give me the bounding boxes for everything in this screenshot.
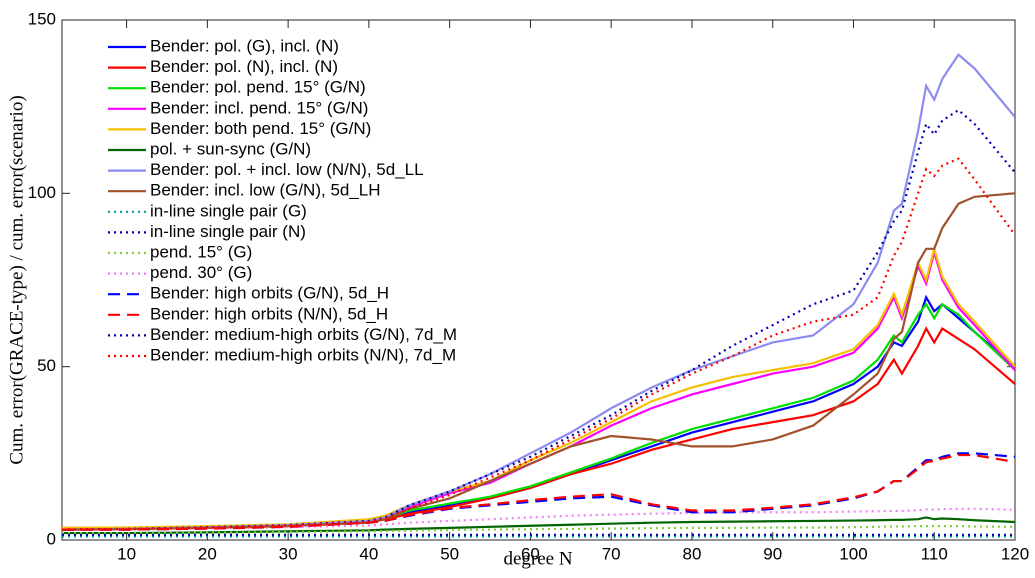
series-line — [62, 244, 1015, 529]
legend-label: Bender: pol. + incl. low (N/N), 5d_LL — [150, 160, 424, 179]
legend-label: Bender: pol. (G), incl. (N) — [150, 36, 339, 55]
legend-label: Bender: medium-high orbits (G/N), 7d_M — [150, 325, 457, 344]
y-tick-label: 100 — [28, 183, 56, 202]
legend-label: Bender: medium-high orbits (N/N), 7d_M — [150, 345, 456, 364]
series-line — [62, 53, 1015, 531]
x-tick-label: 20 — [198, 544, 217, 563]
legend-label: Bender: both pend. 15° (G/N) — [150, 119, 371, 138]
series-group — [62, 53, 1015, 538]
legend-label: pend. 15° (G) — [150, 242, 252, 261]
series-line — [62, 157, 1015, 531]
y-tick-label: 0 — [47, 529, 56, 548]
x-tick-label: 110 — [921, 544, 948, 563]
x-tick-label: 120 — [1001, 544, 1029, 563]
x-tick-label: 90 — [763, 544, 782, 563]
x-tick-label: 40 — [359, 544, 378, 563]
x-tick-label: 60 — [521, 544, 540, 563]
legend-label: Bender: incl. pend. 15° (G/N) — [150, 98, 368, 117]
x-tick-label: 50 — [440, 544, 459, 563]
legend-label: Bender: high orbits (G/N), 5d_H — [150, 284, 389, 303]
y-axis-label: Cum. error(GRACE-type) / cum. error(scen… — [6, 95, 27, 464]
legend-label: in-line single pair (G) — [150, 201, 307, 220]
x-axis-label: degree N — [503, 548, 572, 569]
legend-label: Bender: pol. pend. 15° (G/N) — [150, 78, 366, 97]
y-tick-label: 150 — [28, 9, 56, 28]
series-line — [62, 516, 1015, 535]
legend-label: pol. + sun-sync (G/N) — [150, 139, 311, 158]
legend-label: pend. 30° (G) — [150, 263, 252, 282]
legend-label: in-line single pair (N) — [150, 222, 306, 241]
x-tick-label: 80 — [682, 544, 701, 563]
legend-label: Bender: pol. (N), incl. (N) — [150, 57, 338, 76]
plot-area — [61, 19, 1016, 541]
legend-label: Bender: incl. low (G/N), 5d_LH — [150, 181, 381, 200]
x-tick-label: 30 — [279, 544, 298, 563]
legend-label: Bender: high orbits (N/N), 5d_H — [150, 304, 388, 323]
x-tick-label: 10 — [117, 544, 136, 563]
y-tick-label: 50 — [37, 356, 56, 375]
series-line — [62, 453, 1015, 531]
x-tick-label: 100 — [839, 544, 867, 563]
x-tick-label: 70 — [602, 544, 621, 563]
